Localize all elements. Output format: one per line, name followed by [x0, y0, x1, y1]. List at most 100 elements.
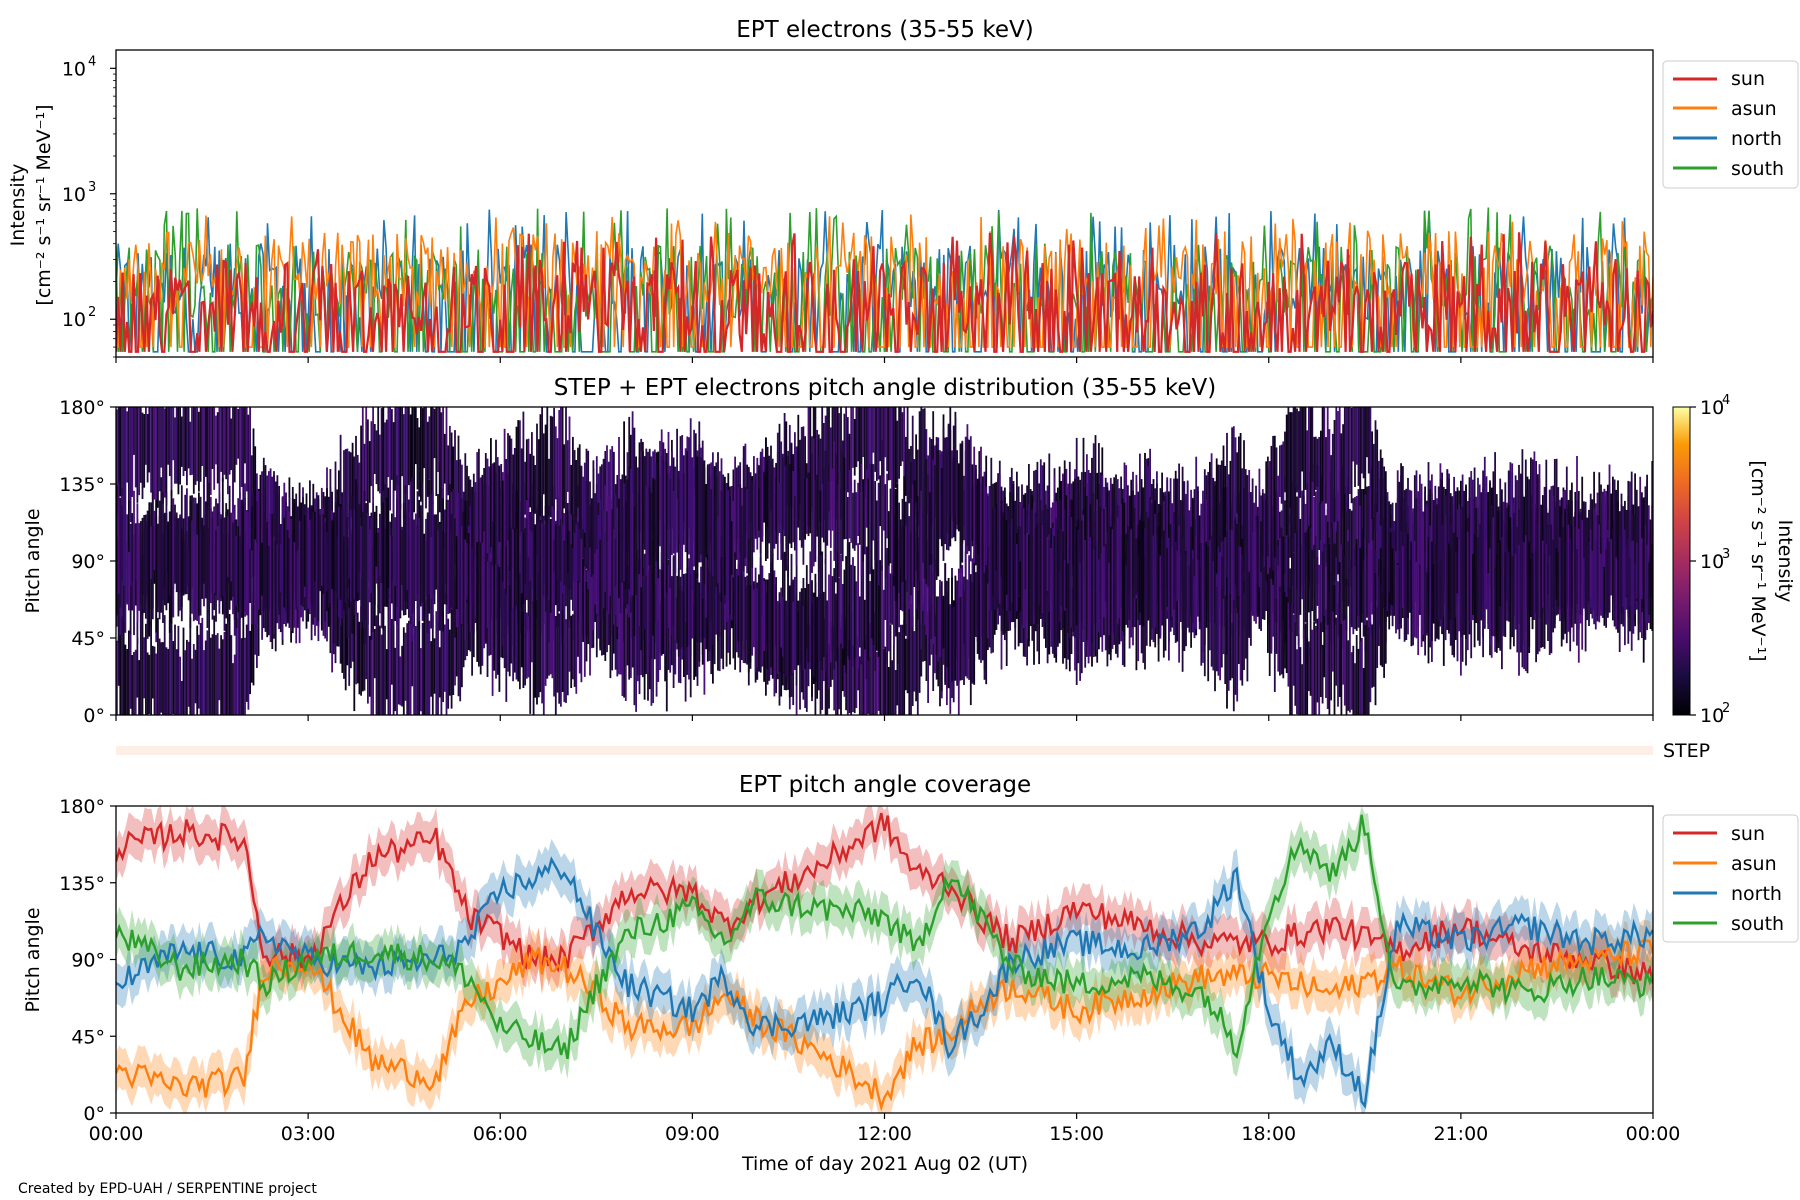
heatmap-cell [795, 550, 798, 686]
heatmap-cell [1405, 521, 1408, 640]
heatmap-cell [353, 456, 356, 527]
heatmap-cell [240, 407, 243, 487]
heatmap-cell [124, 407, 127, 509]
heatmap-cell [443, 532, 446, 605]
heatmap-cell [175, 407, 178, 484]
heatmap-cell [1109, 526, 1112, 653]
heatmap-cell [370, 421, 373, 487]
heatmap-cell [1326, 625, 1329, 709]
heatmap-cell [1449, 546, 1452, 620]
heatmap-cell [119, 407, 122, 497]
heatmap-cell [1364, 538, 1367, 652]
heatmap-cell [746, 585, 748, 665]
heatmap-cell [203, 650, 205, 715]
heatmap-cell [905, 436, 907, 496]
heatmap-cell [440, 488, 443, 616]
heatmap-cell [913, 480, 916, 587]
heatmap-cell [192, 644, 195, 715]
heatmap-cell [1538, 562, 1541, 652]
heatmap-cell [387, 487, 390, 588]
heatmap-cell [1144, 452, 1146, 583]
heatmap-cell [1625, 545, 1628, 596]
heatmap-cell [993, 553, 996, 610]
heatmap-cell [935, 443, 938, 580]
heatmap-cell [522, 611, 525, 688]
heatmap-cell [841, 614, 844, 692]
heatmap-cell [1314, 536, 1317, 624]
heatmap-cell [836, 484, 839, 553]
heatmap-cell [392, 422, 395, 512]
heatmap-cell [1651, 544, 1653, 631]
heatmap-cell [565, 507, 567, 607]
heatmap-cell [187, 641, 190, 707]
heatmap-cell [1101, 511, 1104, 635]
heatmap-cell [228, 485, 231, 610]
heatmap-cell [372, 503, 374, 632]
heatmap-cell [1159, 555, 1162, 639]
heatmap-cell [1376, 607, 1379, 668]
heatmap-cell [831, 626, 834, 680]
heatmap-cell [901, 498, 904, 583]
heatmap-cell [204, 513, 207, 599]
heatmap-cell [372, 609, 374, 715]
heatmap-cell [824, 559, 827, 671]
y-tick-label: 0° [83, 1103, 105, 1125]
heatmap-cell [491, 463, 494, 522]
heatmap-cell [1238, 436, 1240, 524]
heatmap-cell [1340, 433, 1343, 518]
heatmap-cell [1029, 510, 1032, 624]
heatmap-cell [391, 619, 393, 685]
heatmap-cell [712, 452, 714, 577]
heatmap-cell [245, 624, 248, 702]
heatmap-cell [578, 538, 581, 625]
heatmap-cell [261, 471, 263, 601]
heatmap-cell [384, 625, 386, 715]
heatmap-cell [954, 417, 957, 516]
heatmap-cell [1287, 602, 1290, 687]
heatmap-cell [162, 492, 164, 601]
heatmap-cell [1232, 511, 1235, 614]
heatmap-cell [722, 474, 725, 607]
heatmap-cell [952, 606, 955, 703]
heatmap-cell [1355, 407, 1358, 465]
heatmap-cell [1340, 544, 1343, 649]
heatmap-cell [351, 442, 354, 518]
heatmap-cell [1646, 474, 1648, 583]
heatmap-cell [355, 479, 357, 601]
heatmap-cell [1400, 530, 1402, 629]
heatmap-cell [1176, 478, 1179, 593]
heatmap-cell [1359, 407, 1362, 506]
heatmap-cell [852, 492, 854, 549]
heatmap-cell [1509, 462, 1512, 568]
heatmap-cell [879, 560, 882, 658]
heatmap-cell [652, 477, 654, 587]
heatmap-cell [590, 576, 593, 649]
heatmap-cell [995, 503, 998, 570]
heatmap-cell [1583, 558, 1585, 609]
heatmap-cell [1268, 461, 1271, 568]
heatmap-cell [1214, 481, 1216, 572]
heatmap-cell [1079, 562, 1081, 623]
heatmap-cell [887, 407, 890, 481]
heatmap-cell [923, 470, 926, 579]
heatmap-cell [433, 514, 436, 605]
heatmap-cell [184, 533, 187, 595]
heatmap-cell [1571, 525, 1573, 608]
heatmap-cell [529, 529, 532, 588]
heatmap-cell [358, 504, 361, 572]
heatmap-cell [1007, 524, 1010, 623]
heatmap-cell [1234, 584, 1237, 695]
heatmap-cell [124, 644, 127, 715]
heatmap-cell [1297, 411, 1300, 491]
heatmap-cell [870, 463, 873, 573]
y-tick-label: 0° [83, 705, 105, 727]
heatmap-cell [363, 443, 366, 510]
heatmap-cell [647, 536, 649, 674]
heatmap-cell [474, 569, 477, 618]
heatmap-cell [346, 537, 349, 588]
heatmap-cell [1526, 539, 1529, 674]
heatmap-cell [1284, 591, 1286, 669]
heatmap-cell [701, 464, 704, 599]
heatmap-cell [691, 564, 694, 636]
heatmap-cell [490, 438, 492, 548]
